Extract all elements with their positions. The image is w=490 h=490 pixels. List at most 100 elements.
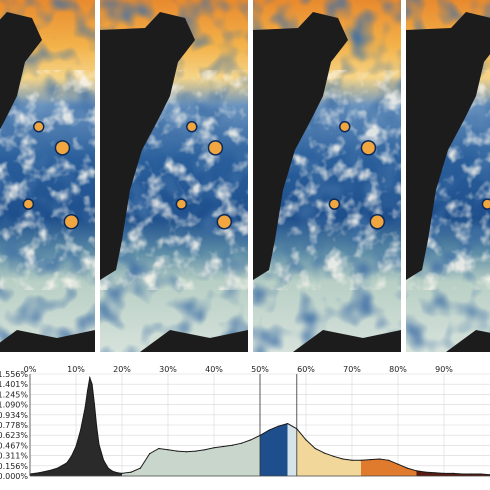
histogram-point	[139, 467, 141, 469]
histogram-point	[415, 470, 417, 472]
histogram-point	[250, 439, 252, 441]
y-tick-label: 0.467%	[0, 441, 28, 450]
x-tick-label: 60%	[297, 365, 315, 374]
histogram-point	[461, 473, 463, 475]
histogram-point	[425, 471, 427, 473]
x-tick-label: 0%	[24, 365, 37, 374]
histogram-point	[84, 406, 86, 408]
warm-eddy	[175, 198, 188, 210]
histogram-point	[342, 458, 344, 460]
warm-eddy	[63, 214, 80, 230]
snapshot-panel	[100, 0, 248, 352]
x-tick-label: 80%	[389, 365, 407, 374]
histogram-point	[443, 472, 445, 474]
snapshot-panel	[0, 0, 95, 352]
histogram-point	[149, 453, 151, 455]
warm-eddy	[369, 214, 386, 230]
y-tick-label: 1.401%	[0, 380, 28, 389]
land-mass	[0, 12, 42, 130]
histogram-point	[116, 472, 118, 474]
histogram-point	[176, 450, 178, 452]
land-mass	[293, 330, 401, 352]
histogram-point	[158, 447, 160, 450]
histogram-point	[406, 467, 408, 469]
y-tick-label: 0.311%	[0, 452, 28, 461]
histogram-point	[452, 472, 454, 474]
x-tick-label: 40%	[205, 365, 223, 374]
histogram-point	[379, 458, 381, 460]
histogram-point	[268, 429, 270, 431]
warm-eddy	[339, 120, 351, 133]
histogram-point	[195, 450, 197, 452]
histogram-point	[93, 403, 95, 405]
histogram-point	[287, 423, 289, 425]
x-tick-label: 10%	[67, 365, 85, 374]
histogram-point	[107, 467, 109, 469]
histogram-point	[130, 471, 132, 473]
warm-eddy	[22, 198, 35, 210]
histogram-point	[388, 459, 390, 461]
histogram-point	[66, 462, 68, 464]
x-tick-label: 50%	[251, 365, 269, 374]
y-tick-label: 0.934%	[0, 411, 28, 420]
land-mass	[406, 12, 490, 280]
histogram-point	[231, 444, 233, 446]
land-mass	[140, 330, 248, 352]
y-tick-label: 0.156%	[0, 462, 28, 471]
histogram-point	[296, 428, 298, 430]
y-tick-label: 0.778%	[0, 421, 28, 430]
warm-eddy	[328, 198, 341, 210]
histogram-point	[434, 472, 436, 474]
histogram-point	[38, 472, 40, 474]
x-tick-label: 20%	[113, 365, 131, 374]
warm-eddy	[54, 140, 71, 156]
histogram-point	[397, 463, 399, 465]
histogram-point	[213, 447, 215, 449]
warm-eddy	[481, 198, 490, 210]
land-mass	[253, 12, 348, 280]
y-tick-label: 1.090%	[0, 401, 28, 410]
warm-eddy	[33, 120, 45, 133]
histogram-point	[47, 470, 50, 472]
histogram-point	[185, 451, 187, 453]
value-histogram: 0.000%0.156%0.311% 0.467%0.623%0.778%0.93…	[0, 365, 490, 481]
histogram-point	[323, 452, 325, 454]
histogram-point	[91, 383, 93, 385]
snapshot-panel	[253, 0, 401, 352]
histogram-point	[259, 434, 261, 436]
histogram-point	[241, 442, 243, 444]
panel-divider	[248, 0, 253, 352]
histogram-point	[204, 449, 206, 451]
histogram-point	[57, 467, 59, 469]
y-tick-label: 0.000%	[0, 472, 28, 481]
histogram-point	[103, 459, 105, 461]
land-mass	[100, 12, 195, 280]
histogram-point	[89, 377, 91, 379]
warm-eddy	[207, 140, 224, 156]
y-tick-label: 1.556%	[0, 370, 28, 379]
histogram-point	[277, 425, 279, 427]
x-tick-label: 70%	[343, 365, 361, 374]
histogram-point	[314, 447, 316, 450]
histogram-point	[86, 390, 89, 392]
panel-divider	[401, 0, 406, 352]
histogram-point	[360, 459, 362, 461]
histogram-point	[96, 426, 98, 428]
warm-eddy	[186, 120, 198, 133]
histogram-point	[112, 470, 114, 472]
histogram-point	[471, 473, 473, 475]
y-tick-label: 1.245%	[0, 390, 28, 399]
x-tick-label: 90%	[435, 365, 453, 374]
histogram-point	[75, 445, 77, 448]
histogram-point	[369, 459, 371, 461]
histogram-point	[480, 473, 482, 475]
histogram-point	[98, 443, 100, 446]
land-mass	[446, 330, 490, 352]
histogram-point	[70, 455, 72, 457]
warm-eddy	[360, 140, 377, 156]
histogram-point	[333, 455, 335, 457]
x-tick-label: 30%	[159, 365, 177, 374]
histogram-point	[305, 439, 307, 441]
panel-divider	[95, 0, 100, 352]
histogram-point	[222, 445, 224, 448]
